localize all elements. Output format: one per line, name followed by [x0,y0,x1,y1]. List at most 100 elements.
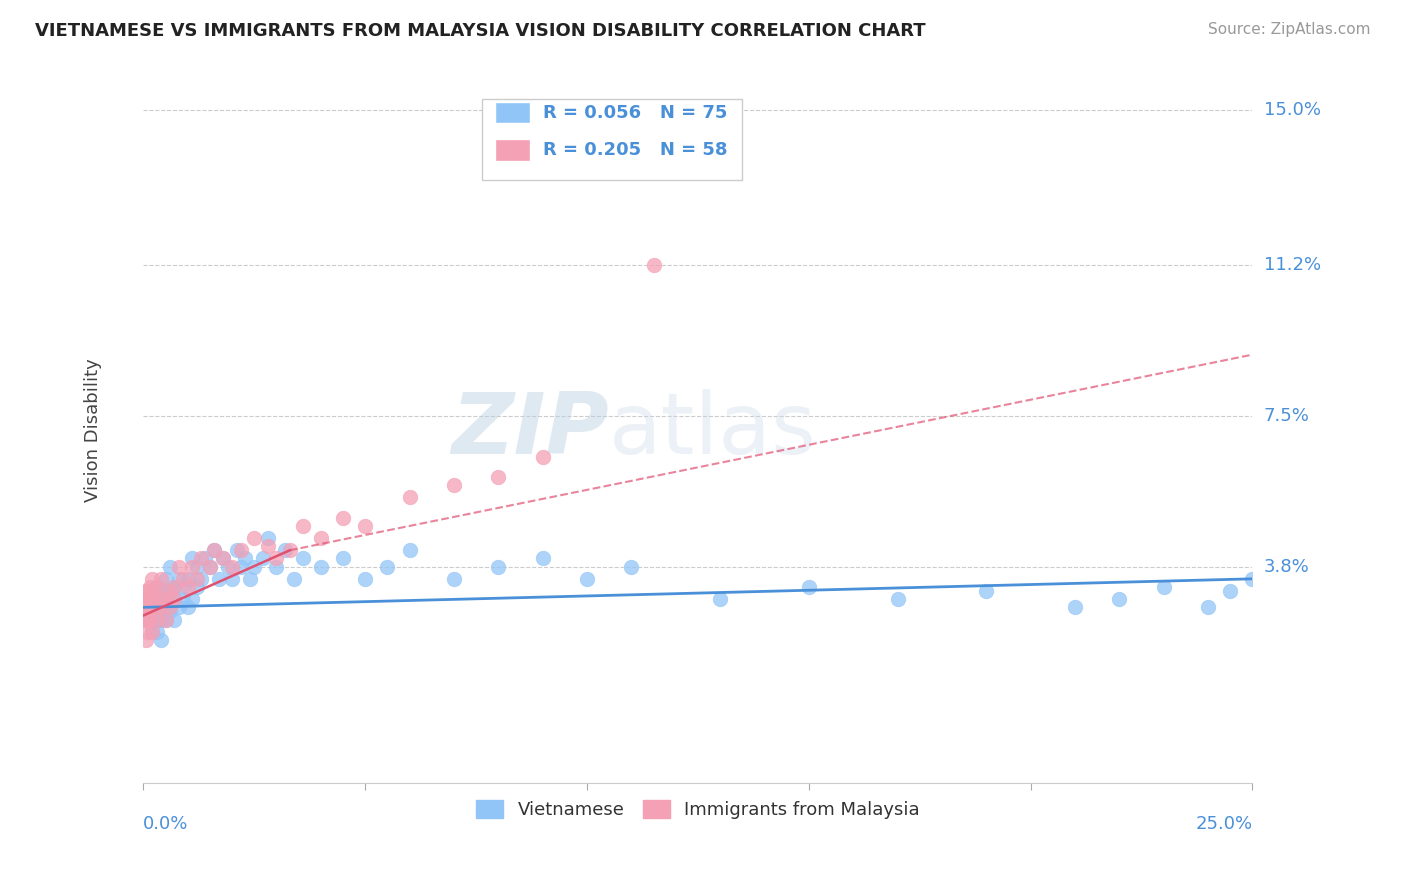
Point [145,613,167,627]
Point [136,613,159,627]
Point [143,600,166,615]
Point [163,580,186,594]
FancyBboxPatch shape [495,102,530,123]
Point [139,613,162,627]
Point [134,592,156,607]
Point [221,559,243,574]
Point [136,584,159,599]
Point [167,559,190,574]
Point [145,592,167,607]
Point [202,543,225,558]
Point [141,624,163,639]
Point [292,518,315,533]
Point [141,613,163,627]
Point [309,559,332,574]
Point [239,572,262,586]
Point [208,572,231,586]
Point [135,632,157,647]
Text: VIETNAMESE VS IMMIGRANTS FROM MALAYSIA VISION DISABILITY CORRELATION CHART: VIETNAMESE VS IMMIGRANTS FROM MALAYSIA V… [35,22,925,40]
Point [176,572,198,586]
Point [974,584,997,599]
Point [138,580,160,594]
Point [1241,572,1264,586]
Point [531,450,554,464]
Point [398,491,420,505]
Point [198,559,221,574]
Point [709,592,731,607]
Point [141,624,163,639]
Point [274,543,297,558]
Point [138,604,160,618]
Point [229,559,252,574]
Point [148,592,170,607]
Point [159,600,181,615]
Point [443,478,465,492]
Point [136,600,159,615]
Point [145,600,167,615]
Point [375,559,398,574]
Point [332,551,354,566]
Point [243,531,266,545]
Point [252,551,274,566]
Point [212,551,235,566]
Point [1108,592,1130,607]
Point [443,572,465,586]
Point [143,584,166,599]
Point [186,580,208,594]
Point [235,551,257,566]
Text: 7.5%: 7.5% [1264,407,1309,425]
Point [159,559,181,574]
Point [181,551,204,566]
Point [202,543,225,558]
Point [1197,600,1219,615]
Point [217,559,239,574]
Point [332,510,354,524]
Point [139,600,162,615]
Point [229,543,252,558]
Point [643,258,665,272]
Point [225,543,247,558]
Point [150,584,173,599]
Text: 0.0%: 0.0% [143,815,188,833]
Legend: Vietnamese, Immigrants from Malaysia: Vietnamese, Immigrants from Malaysia [468,793,927,827]
Point [212,551,235,566]
Point [266,551,288,566]
Point [159,584,181,599]
Point [134,613,156,627]
Point [155,613,177,627]
Point [135,604,157,618]
Text: atlas: atlas [609,389,817,472]
Text: 25.0%: 25.0% [1195,815,1253,833]
Point [135,592,157,607]
Point [155,592,177,607]
Point [354,572,377,586]
Point [150,600,173,615]
Text: R = 0.205   N = 58: R = 0.205 N = 58 [543,141,727,159]
Point [486,470,509,484]
Point [172,592,194,607]
Point [531,551,554,566]
Point [620,559,643,574]
Point [134,600,156,615]
Point [139,592,162,607]
Point [256,539,278,553]
Text: 15.0%: 15.0% [1264,101,1320,119]
Point [309,531,332,545]
Point [167,572,190,586]
Point [150,600,173,615]
Point [575,572,598,586]
Point [145,580,167,594]
Point [176,580,198,594]
Text: R = 0.056   N = 75: R = 0.056 N = 75 [543,103,727,121]
Point [155,592,177,607]
Point [145,580,167,594]
Point [194,551,217,566]
Point [354,518,377,533]
Text: ZIP: ZIP [451,389,609,472]
Point [176,600,198,615]
Point [141,584,163,599]
Point [135,584,157,599]
Point [266,559,288,574]
Point [135,604,157,618]
Point [172,572,194,586]
